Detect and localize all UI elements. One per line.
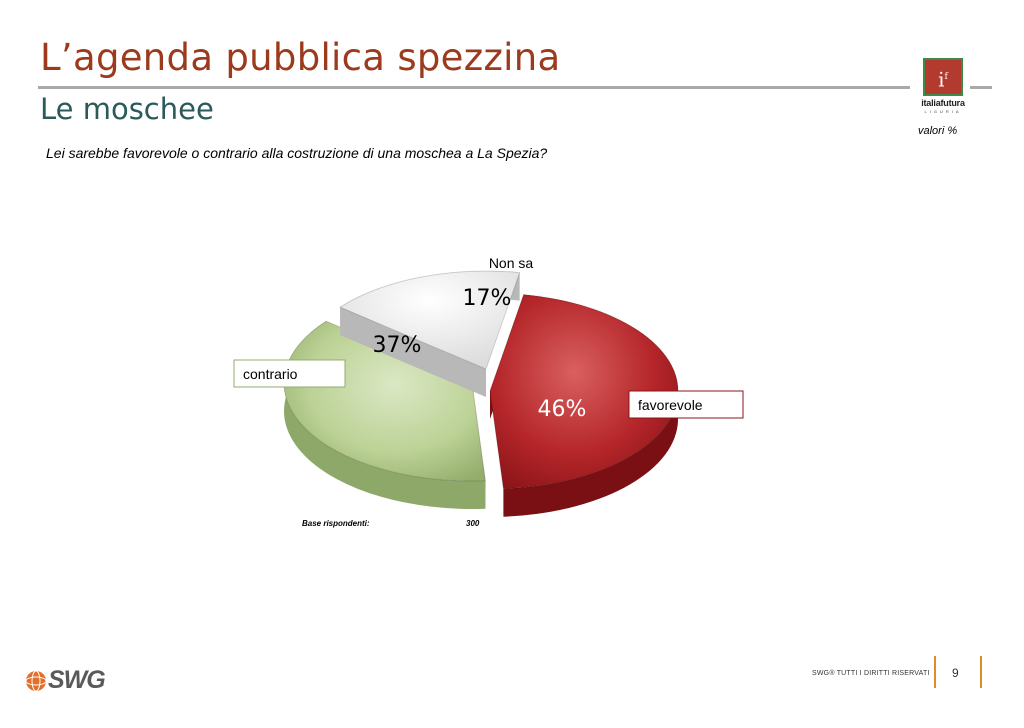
units-note: valori % <box>918 125 958 137</box>
pie-slice-non-sa <box>339 270 521 370</box>
swg-globe-icon <box>25 670 47 692</box>
copyright-text: SWG® TUTTI I DIRITTI RISERVATI <box>812 670 930 677</box>
base-label: Base rispondenti: <box>302 519 370 528</box>
slice-label-box-contrario <box>233 359 346 388</box>
title-divider-right <box>970 86 992 89</box>
slice-value-non-sa: 17% <box>463 286 512 311</box>
italiafutura-logo-mark: if <box>923 58 963 96</box>
logo-region: LIGURIA <box>924 109 962 114</box>
slice-label-non-sa: Non sa <box>489 255 534 271</box>
title-divider <box>38 86 910 89</box>
italiafutura-logo: if italiafutura LIGURIA <box>920 58 966 120</box>
logo-mark-sup: f <box>944 72 948 82</box>
survey-question: Lei sarebbe favorevole o contrario alla … <box>46 145 548 161</box>
slice-value-favorevole: 46% <box>538 397 587 422</box>
slice-label-contrario: contrario <box>243 366 298 382</box>
slice-label-favorevole: favorevole <box>638 397 703 413</box>
footer-divider-left <box>934 656 936 688</box>
page-title: L’agenda pubblica spezzina <box>40 36 561 79</box>
footer-divider-right <box>980 656 982 688</box>
pie-labels: favorevole 46% contrario 37% Non sa 17% <box>233 255 744 422</box>
base-value: 300 <box>466 519 480 528</box>
page-subtitle: Le moschee <box>40 92 214 126</box>
page-number: 9 <box>952 666 959 680</box>
pie-slice-wall-non-sa <box>340 307 486 397</box>
pie-slice-side-contrario <box>284 321 486 510</box>
swg-brand: SWG <box>48 666 106 694</box>
slice-value-contrario: 37% <box>373 333 422 358</box>
logo-mark-letter: i <box>938 67 945 92</box>
logo-name: italiafutura <box>921 98 965 108</box>
slice-label-box-favorevole <box>628 390 744 419</box>
